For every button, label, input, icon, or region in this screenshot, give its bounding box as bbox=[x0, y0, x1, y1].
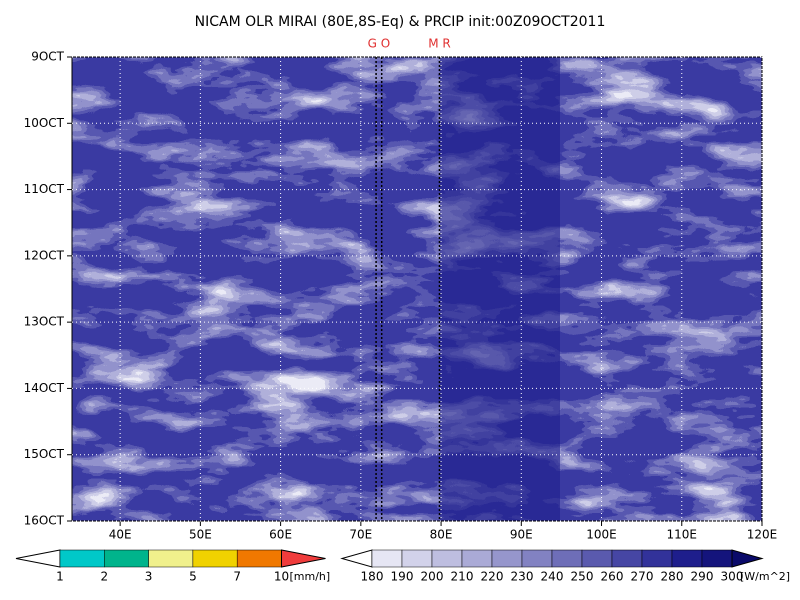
colorbar-label: 240 bbox=[541, 570, 564, 584]
marker-label: M R bbox=[428, 37, 451, 51]
field bbox=[72, 57, 762, 521]
x-tick-label: 60E bbox=[269, 528, 292, 542]
x-tick-label: 110E bbox=[667, 528, 698, 542]
colorbar-label: 270 bbox=[631, 570, 654, 584]
colorbar-label: 2 bbox=[100, 570, 108, 584]
colorbar-label: 200 bbox=[421, 570, 444, 584]
colorbar-label: 210 bbox=[451, 570, 474, 584]
x-tick-label: 80E bbox=[430, 528, 453, 542]
y-tick-label: 12OCT bbox=[24, 248, 65, 262]
colorbar-label: 180 bbox=[361, 570, 384, 584]
colorbar-label: 300 bbox=[721, 570, 744, 584]
colorbar-label: 250 bbox=[571, 570, 594, 584]
y-tick-label: 16OCT bbox=[24, 514, 65, 528]
colorbar-segment bbox=[148, 549, 194, 568]
x-tick-label: 90E bbox=[510, 528, 533, 542]
colorbar-segment bbox=[401, 549, 433, 568]
x-tick-label: 70E bbox=[349, 528, 372, 542]
y-tick-label: 15OCT bbox=[24, 447, 65, 461]
colorbar-segment bbox=[59, 549, 105, 568]
colorbar-segment bbox=[192, 549, 238, 568]
colorbar-segment bbox=[521, 549, 553, 568]
colorbar-label: 230 bbox=[511, 570, 534, 584]
colorbar-high bbox=[731, 549, 764, 568]
y-tick-label: 10OCT bbox=[24, 116, 65, 130]
x-tick-label: 100E bbox=[586, 528, 617, 542]
clear-band bbox=[440, 57, 560, 521]
colorbar-segment bbox=[581, 549, 613, 568]
colorbar-high bbox=[281, 549, 326, 568]
colorbar-segment bbox=[104, 549, 149, 568]
y-tick-label: 13OCT bbox=[24, 315, 65, 329]
colorbar-label: 7 bbox=[233, 570, 241, 584]
x-tick-label: 50E bbox=[189, 528, 212, 542]
colorbar-label: 5 bbox=[189, 570, 197, 584]
colorbar-segment bbox=[371, 549, 403, 568]
colorbar-unit: [mm/h] bbox=[290, 570, 331, 583]
chart-title: NICAM OLR MIRAI (80E,8S-Eq) & PRCIP init… bbox=[195, 14, 606, 30]
cloud-texture bbox=[72, 57, 762, 521]
colorbar-label: 10 bbox=[274, 570, 289, 584]
y-tick-label: 9OCT bbox=[31, 50, 64, 64]
x-tick-label: 40E bbox=[109, 528, 132, 542]
y-tick-label: 11OCT bbox=[24, 182, 65, 196]
x-tick-label: 120E bbox=[747, 528, 778, 542]
colorbar-label: 3 bbox=[145, 570, 153, 584]
colorbar-low bbox=[340, 549, 373, 568]
colorbar-unit: [W/m^2] bbox=[740, 570, 790, 583]
colorbar-label: 280 bbox=[661, 570, 684, 584]
colorbar-segment bbox=[611, 549, 643, 568]
colorbar-label: 1 bbox=[56, 570, 64, 584]
colorbar-label: 290 bbox=[691, 570, 714, 584]
y-tick-label: 14OCT bbox=[24, 381, 65, 395]
colorbar-segment bbox=[431, 549, 463, 568]
colorbar-label: 260 bbox=[601, 570, 624, 584]
colorbar-segment bbox=[641, 549, 673, 568]
colorbar-segment bbox=[491, 549, 523, 568]
colorbar-segment bbox=[701, 549, 733, 568]
colorbar-segment bbox=[461, 549, 493, 568]
marker-label: G O bbox=[368, 37, 391, 51]
colorbar-low bbox=[15, 549, 61, 568]
colorbar-label: 220 bbox=[481, 570, 504, 584]
colorbar-segment bbox=[671, 549, 703, 568]
colorbar-segment bbox=[551, 549, 583, 568]
colorbar-label: 190 bbox=[391, 570, 414, 584]
colorbar-segment bbox=[236, 549, 282, 568]
